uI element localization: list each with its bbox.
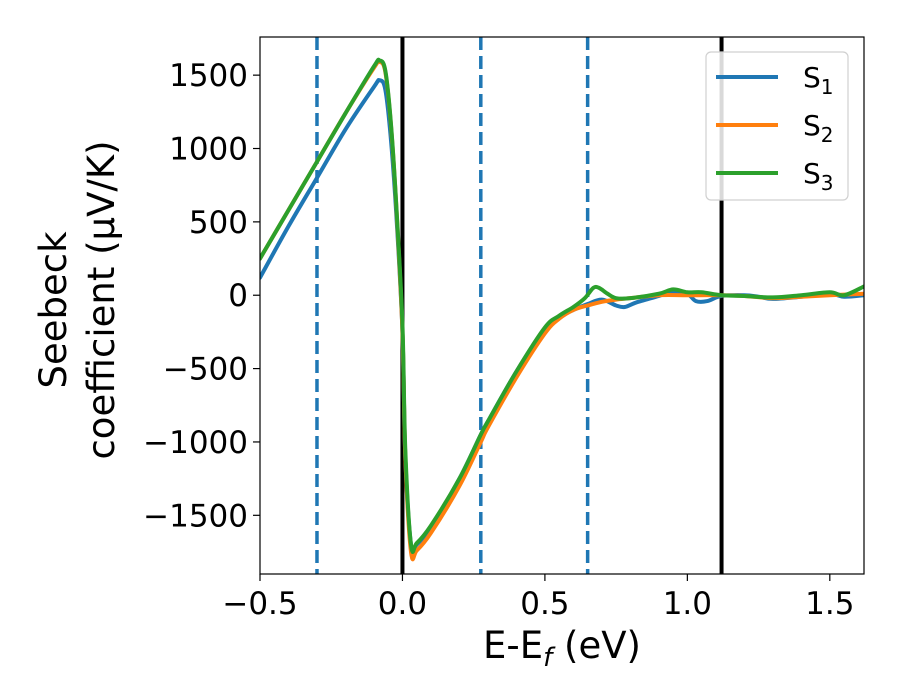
plot-frame [259,36,865,575]
y-tick-label: 1500 [169,58,248,94]
y-tick-label: −1500 [143,498,248,534]
legend-label-subscript: 2 [821,123,834,147]
y-tick-label: 1000 [169,132,248,168]
y-tick-label: −1000 [143,425,248,461]
x-tick-label: 0.5 [520,586,569,622]
legend-label-main: S [803,61,821,94]
legend-label-subscript: 3 [821,171,834,195]
y-axis-title-line2: coefficient (μV/K) [80,140,123,459]
y-tick-label: 500 [189,205,248,241]
x-tick-label: 1.5 [805,586,854,622]
x-axis-title: E-Ef (eV) [483,624,641,673]
reference-lines [315,37,724,574]
x-tick-label: 1.0 [663,586,712,622]
legend-label-s2: S2 [803,109,834,147]
legend-label-subscript: 1 [821,75,834,99]
legend-label-s3: S3 [803,157,834,195]
series-line-s3 [260,57,864,554]
legend-label-main: S [803,157,821,190]
x-tick-label: 0.0 [378,586,427,622]
legend-label-s1: S1 [803,61,834,99]
x-axis: −0.5 0.0 0.5 1.0 1.5 [222,574,854,622]
series-group [260,57,864,562]
y-axis: 1500 1000 500 0 −500 −1000 −1500 [143,58,260,534]
y-tick-label: 0 [228,278,248,314]
x-axis-title-unit: (eV) [552,624,641,667]
x-tick-label: −0.5 [222,586,297,622]
y-axis-title-line1: Seebeck [32,231,75,389]
legend-label-main: S [803,109,821,142]
x-axis-title-main: E-E [483,624,543,667]
y-tick-label: −500 [163,352,248,388]
